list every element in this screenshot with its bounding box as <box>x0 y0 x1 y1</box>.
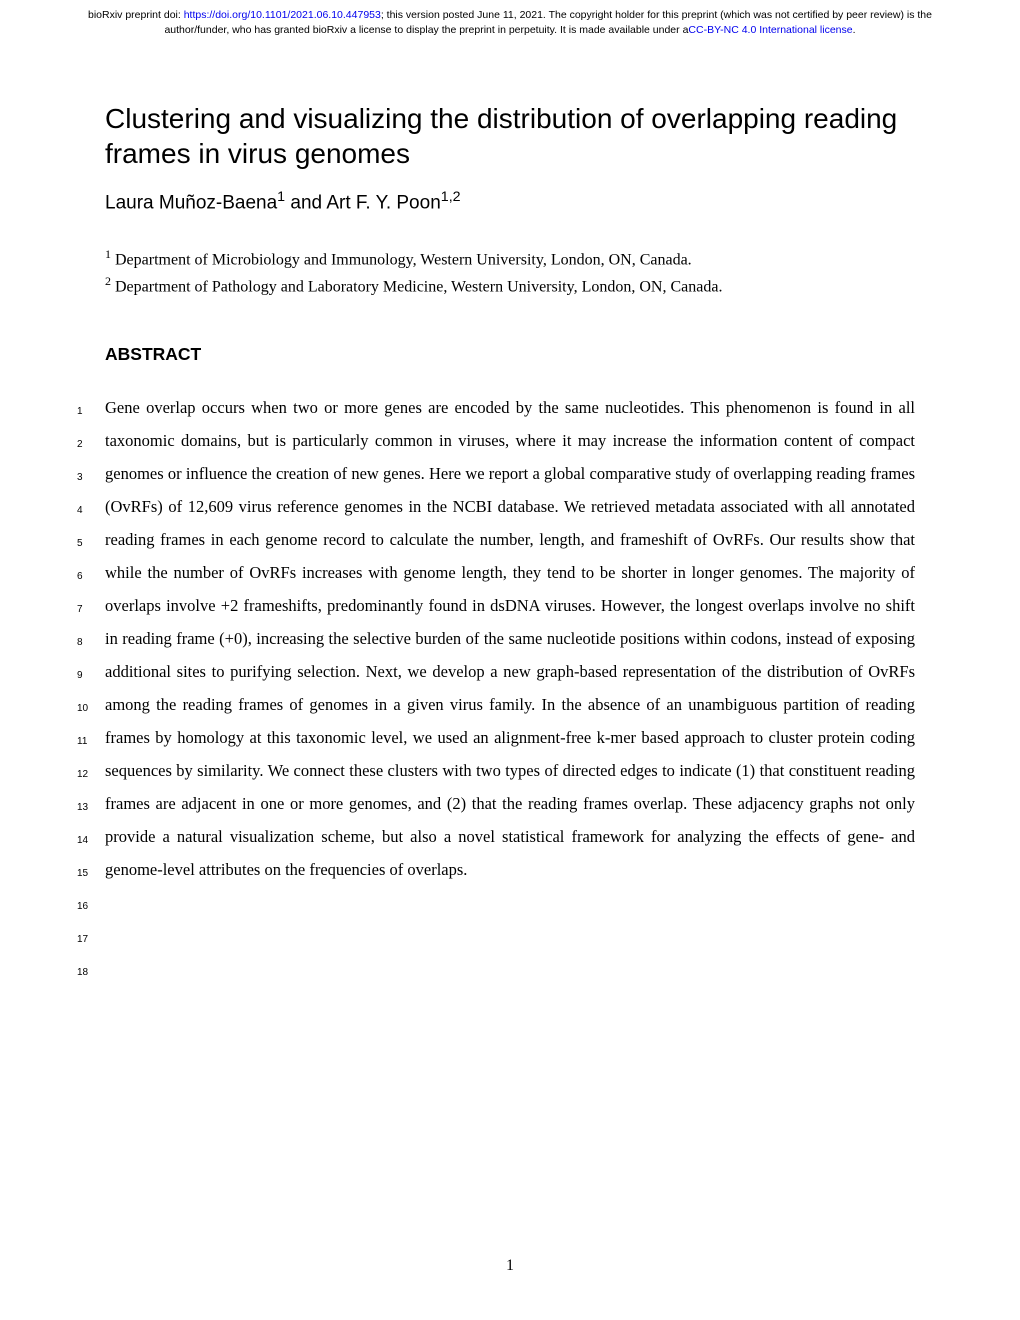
author-2: Art F. Y. Poon <box>326 193 440 214</box>
license-link[interactable]: CC-BY-NC 4.0 International license <box>688 24 852 36</box>
abstract-body: 1 2 3 4 5 6 7 8 9 10 11 12 13 14 15 16 1… <box>105 391 915 886</box>
line-number: 12 <box>77 765 88 785</box>
aff1-text: Department of Microbiology and Immunolog… <box>111 251 692 268</box>
page-content: Clustering and visualizing the distribut… <box>0 41 1020 926</box>
preprint-banner: bioRxiv preprint doi: https://doi.org/10… <box>0 0 1020 41</box>
line-number: 13 <box>77 798 88 818</box>
author-1-sup: 1 <box>277 189 285 205</box>
line-number: 3 <box>77 468 83 488</box>
line-number: 6 <box>77 567 83 587</box>
line-number: 7 <box>77 600 83 620</box>
affiliations: 1 Department of Microbiology and Immunol… <box>105 245 915 300</box>
line-number: 16 <box>77 897 88 917</box>
author-1: Laura Muñoz-Baena <box>105 193 277 214</box>
authors-line: Laura Muñoz-Baena1 and Art F. Y. Poon1,2 <box>105 189 915 214</box>
author-connector: and <box>285 193 326 214</box>
line-number: 11 <box>77 732 87 752</box>
line-number: 15 <box>77 864 88 884</box>
affiliation-2: 2 Department of Pathology and Laboratory… <box>105 272 915 299</box>
affiliation-1: 1 Department of Microbiology and Immunol… <box>105 245 915 272</box>
line-number: 2 <box>77 435 83 455</box>
line-number: 18 <box>77 963 88 983</box>
line-number: 9 <box>77 666 83 686</box>
line-number: 14 <box>77 831 88 851</box>
line-number: 4 <box>77 501 83 521</box>
banner-prefix: bioRxiv preprint doi: <box>88 9 184 21</box>
author-2-sup: 1,2 <box>441 189 461 205</box>
aff2-text: Department of Pathology and Laboratory M… <box>111 278 722 295</box>
banner-suffix: . <box>853 24 856 36</box>
line-number: 8 <box>77 633 83 653</box>
abstract-heading: ABSTRACT <box>105 344 915 365</box>
line-number: 5 <box>77 534 83 554</box>
page-number: 1 <box>0 1257 1020 1275</box>
line-number: 10 <box>77 699 88 719</box>
line-number: 1 <box>77 402 83 422</box>
line-number: 17 <box>77 930 88 950</box>
paper-title: Clustering and visualizing the distribut… <box>105 101 915 171</box>
abstract-text: Gene overlap occurs when two or more gen… <box>105 391 915 886</box>
doi-link[interactable]: https://doi.org/10.1101/2021.06.10.44795… <box>184 9 381 21</box>
